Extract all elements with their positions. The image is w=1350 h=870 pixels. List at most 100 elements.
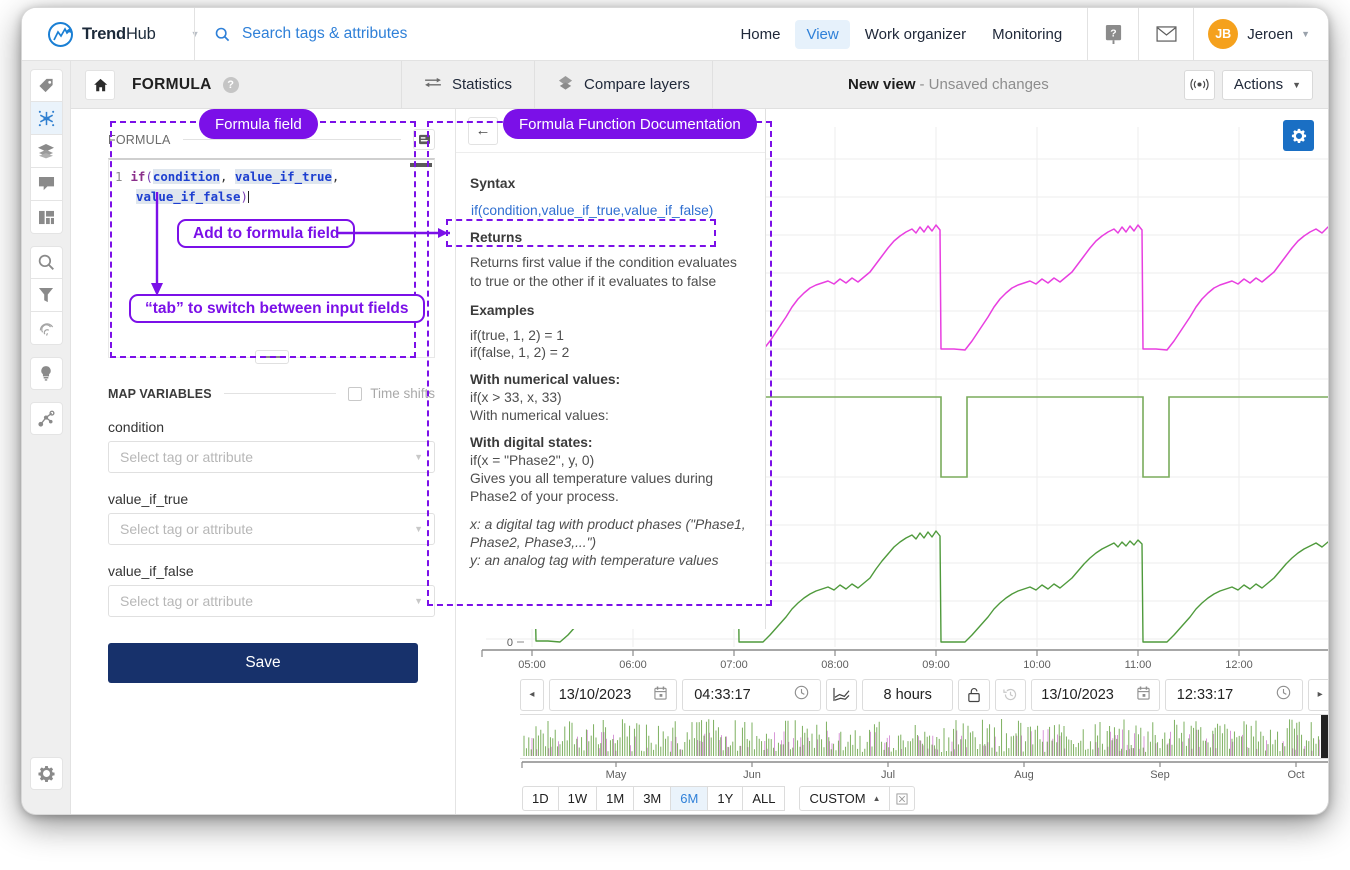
preset-3m[interactable]: 3M	[634, 786, 672, 811]
doc-syntax-text[interactable]: if(condition,value_if_true,value_if_fals…	[471, 203, 714, 218]
preset-1w[interactable]: 1W	[558, 786, 598, 811]
clock-icon[interactable]	[1276, 685, 1291, 704]
nav-item-work-organizer[interactable]: Work organizer	[864, 25, 967, 43]
rail-item-formula-icon[interactable]	[29, 102, 63, 135]
rail-item-comment-icon[interactable]	[29, 168, 63, 201]
x-tick-1000: 10:00	[1023, 659, 1051, 671]
actions-button[interactable]: Actions ▼	[1221, 69, 1313, 100]
editor-scrollbar[interactable]	[410, 163, 432, 167]
page-help-icon[interactable]: ?	[222, 76, 239, 93]
duration-field[interactable]: 8 hours	[862, 678, 954, 711]
rail-item-layers-icon[interactable]	[29, 135, 63, 168]
rail-item-node-graph-icon[interactable]	[29, 402, 63, 435]
rail-item-fingerprint-icon[interactable]	[29, 312, 63, 345]
formula-editor[interactable]: 1 if(condition, value_if_true, value_if_f…	[108, 158, 435, 364]
tab-compare-layers[interactable]: Compare layers	[535, 75, 712, 95]
editor-resize-handle[interactable]	[254, 350, 289, 364]
tab-compare-layers-label: Compare layers	[584, 76, 690, 93]
token-comma-1: ,	[220, 169, 235, 184]
diamond-layers-icon	[557, 75, 574, 95]
range-tick-jun: Jun	[743, 769, 761, 781]
preset-6m[interactable]: 6M	[671, 786, 709, 811]
start-time-value: 04:33:17	[694, 686, 751, 703]
rail-item-settings-gear-icon[interactable]	[30, 757, 63, 790]
actions-chevron-down-icon: ▼	[1292, 79, 1301, 90]
chevron-down-icon: ▼	[414, 452, 423, 462]
token-close-paren: )	[240, 189, 248, 205]
calendar-icon[interactable]	[654, 686, 667, 704]
search-icon	[215, 27, 230, 42]
formula-code[interactable]: 1 if(condition, value_if_true, value_if_f…	[109, 160, 434, 207]
token-arg-condition: condition	[152, 169, 220, 184]
zoom-preset-group: 1D 1W 1M 3M 6M 1Y ALL CUSTOM ▲	[522, 786, 916, 811]
preset-1m[interactable]: 1M	[597, 786, 635, 811]
search-input[interactable]	[240, 24, 620, 44]
lock-button[interactable]	[958, 678, 990, 711]
rail-item-tag-icon[interactable]	[29, 69, 63, 102]
help-icon[interactable]: ?	[1096, 17, 1130, 51]
select-condition[interactable]: Select tag or attribute ▼	[108, 441, 435, 473]
live-mode-button[interactable]	[1183, 69, 1215, 100]
rail-item-lightbulb-icon[interactable]	[29, 357, 63, 390]
user-menu[interactable]: JB Jeroen ▼	[1208, 19, 1328, 49]
doc-digital-block: With digital states: if(x = "Phase2", y,…	[470, 434, 751, 506]
exchange-icon	[424, 76, 442, 93]
envelope-icon[interactable]	[1149, 17, 1183, 51]
next-range-button[interactable]: ▸	[1308, 678, 1328, 711]
nav-item-monitoring[interactable]: Monitoring	[992, 25, 1063, 43]
formula-header-segment: FORMULA ?	[71, 61, 401, 108]
divider	[534, 61, 536, 108]
doc-notes-block: x: a digital tag with product phases ("P…	[470, 516, 751, 570]
search-bar[interactable]	[195, 24, 729, 44]
start-time-field[interactable]: 04:33:17	[682, 678, 821, 711]
end-time-field[interactable]: 12:33:17	[1164, 678, 1304, 711]
prev-range-button[interactable]: ◂	[520, 678, 544, 711]
save-button[interactable]: Save	[108, 643, 418, 683]
rail-item-dashboard-icon[interactable]	[29, 201, 63, 234]
brand-name-bold: Trend	[82, 24, 126, 43]
chart-settings-gear-icon[interactable]	[1283, 120, 1314, 151]
custom-range-button[interactable]: CUSTOM ▲	[799, 786, 891, 811]
rail-item-search-icon[interactable]	[29, 246, 63, 279]
token-arg-value-if-false: value_if_false	[136, 189, 241, 205]
history-button[interactable]	[994, 678, 1027, 711]
sub-header: FORMULA ? Statistics Compare layers New …	[71, 61, 1328, 109]
user-chevron-down-icon[interactable]: ▼	[1301, 29, 1310, 39]
preset-1d[interactable]: 1D	[522, 786, 559, 811]
range-tick-jul: Jul	[881, 769, 895, 781]
nav-item-home[interactable]: Home	[740, 25, 781, 43]
insert-snippet-icon[interactable]	[413, 129, 435, 150]
range-tick-may: May	[606, 769, 627, 781]
select-placeholder: Select tag or attribute	[120, 593, 254, 609]
range-overview-strip[interactable]	[520, 714, 1328, 759]
range-axis: May Jun Jul Aug Sep Oct	[521, 761, 1328, 781]
doc-numerical-heading: With numerical values:	[470, 372, 621, 388]
tab-statistics[interactable]: Statistics	[402, 76, 534, 93]
view-status: - Unsaved changes	[919, 76, 1049, 93]
view-name: New view	[847, 76, 916, 93]
svg-text:?: ?	[1110, 28, 1116, 39]
expand-icon[interactable]	[890, 786, 916, 811]
calendar-icon[interactable]	[1137, 686, 1150, 704]
range-handle[interactable]	[1321, 715, 1328, 758]
select-value-if-false[interactable]: Select tag or attribute ▼	[108, 585, 435, 617]
end-date-field[interactable]: 13/10/2023	[1031, 678, 1160, 711]
home-button[interactable]	[85, 69, 115, 100]
brand-logo-group[interactable]: TrendHub ▼	[22, 21, 200, 47]
preset-1y[interactable]: 1Y	[708, 786, 744, 811]
variable-field-condition: condition Select tag or attribute ▼	[71, 419, 455, 473]
preset-all[interactable]: ALL	[743, 786, 786, 811]
close-icon[interactable]: ✕	[739, 122, 753, 140]
chart-type-button[interactable]	[825, 678, 858, 711]
doc-examples-heading: Examples	[470, 302, 535, 318]
rail-item-filter-icon[interactable]	[29, 279, 63, 312]
time-shifts-toggle[interactable]: Time shifts	[348, 386, 435, 401]
brand-chevron-down-icon[interactable]: ▼	[190, 29, 200, 39]
back-arrow-icon[interactable]: ←	[468, 116, 498, 145]
time-shifts-checkbox[interactable]	[348, 386, 363, 401]
start-date-field[interactable]: 13/10/2023	[548, 678, 678, 711]
clock-icon[interactable]	[794, 685, 809, 704]
line-number: 1	[115, 169, 123, 184]
select-value-if-true[interactable]: Select tag or attribute ▼	[108, 513, 435, 545]
nav-item-view[interactable]: View	[795, 19, 850, 49]
